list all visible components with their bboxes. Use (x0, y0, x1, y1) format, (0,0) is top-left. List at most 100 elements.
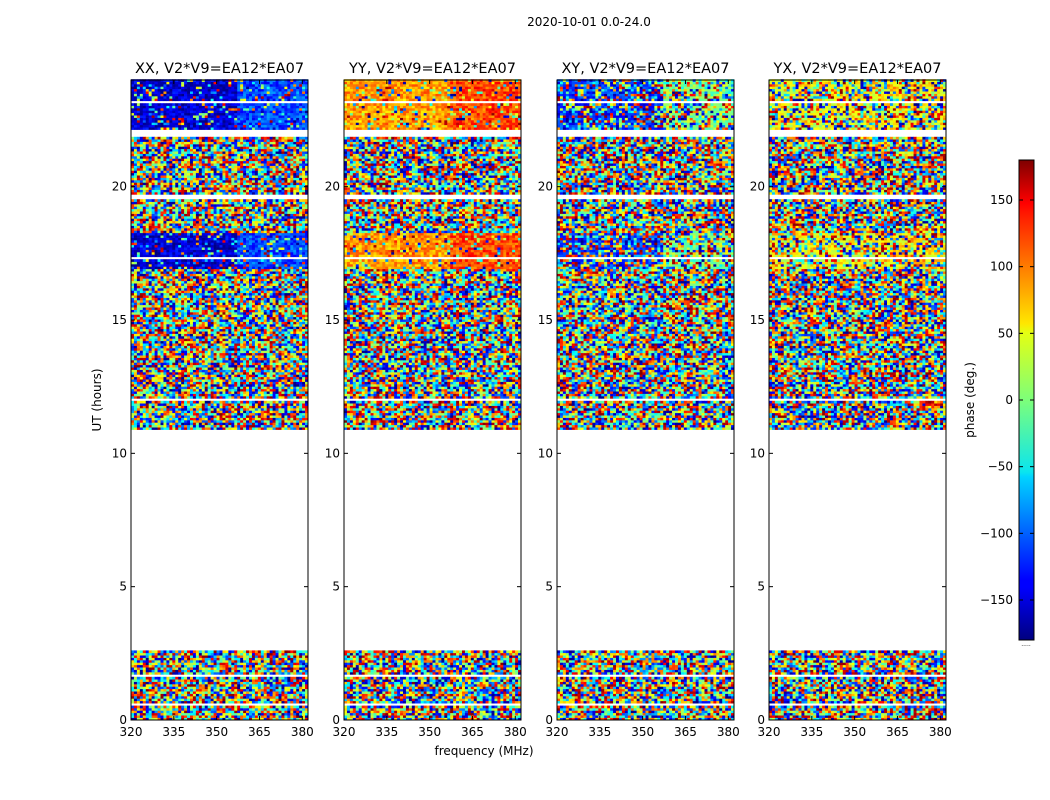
heatmap-cell (281, 420, 284, 423)
heatmap-cell (214, 418, 217, 421)
heatmap-cell (149, 670, 152, 673)
heatmap-cell (222, 389, 225, 392)
heatmap-cell (172, 650, 175, 653)
heatmap-cell (270, 394, 273, 397)
heatmap-cell (261, 379, 264, 382)
heatmap-cell (184, 706, 187, 709)
heatmap-cell (276, 379, 279, 382)
heatmap-cell (293, 686, 296, 689)
heatmap-cell (134, 386, 137, 389)
heatmap-cell (208, 713, 211, 716)
heatmap-cell (255, 682, 258, 685)
heatmap-cell (252, 715, 255, 718)
heatmap-cell (228, 658, 231, 661)
heatmap-cell (258, 691, 261, 694)
heatmap-cell (284, 403, 287, 406)
heatmap-cell (264, 682, 267, 685)
heatmap-cell (243, 670, 246, 673)
heatmap-cell (234, 401, 237, 404)
heatmap-cell (137, 394, 140, 397)
heatmap-cell (172, 713, 175, 716)
heatmap-cell (249, 379, 252, 382)
heatmap-cell (175, 420, 178, 423)
heatmap-cell (267, 379, 270, 382)
heatmap-cell (284, 662, 287, 665)
heatmap-cell (155, 410, 158, 413)
heatmap-cell (214, 374, 217, 377)
heatmap-cell (267, 406, 270, 409)
heatmap-cell (187, 650, 190, 653)
heatmap-cell (152, 715, 155, 718)
heatmap-cell (217, 660, 220, 663)
heatmap-cell (193, 710, 196, 713)
heatmap-cell (270, 679, 273, 682)
heatmap-cell (279, 660, 282, 663)
heatmap-cell (217, 425, 220, 428)
heatmap-cell (276, 415, 279, 418)
heatmap-cell (149, 377, 152, 380)
heatmap-cell (249, 706, 252, 709)
heatmap-cell (299, 679, 302, 682)
heatmap-cell (287, 677, 290, 680)
heatmap-cell (137, 715, 140, 718)
heatmap-cell (296, 394, 299, 397)
heatmap-cell (190, 691, 193, 694)
heatmap-cell (231, 670, 234, 673)
heatmap-cell (270, 682, 273, 685)
heatmap-cell (146, 689, 149, 692)
heatmap-cell (249, 653, 252, 656)
heatmap-cell (264, 418, 267, 421)
heatmap-cell (143, 413, 146, 416)
heatmap-cell (302, 655, 305, 658)
heatmap-cell (140, 382, 143, 385)
heatmap-cell (205, 679, 208, 682)
heatmap-cell (163, 420, 166, 423)
heatmap-cell (302, 391, 305, 394)
heatmap-cell (270, 662, 273, 665)
heatmap-cell (281, 715, 284, 718)
heatmap-cell (276, 706, 279, 709)
heatmap-cell (217, 650, 220, 653)
heatmap-cell (166, 696, 169, 699)
heatmap-cell (190, 384, 193, 387)
heatmap-cell (258, 422, 261, 425)
heatmap-cell (211, 403, 214, 406)
heatmap-cell (220, 708, 223, 711)
heatmap-cell (240, 655, 243, 658)
heatmap-cell (217, 413, 220, 416)
heatmap-cell (240, 710, 243, 713)
heatmap-cell (196, 653, 199, 656)
heatmap-cell (196, 701, 199, 704)
heatmap-cell (178, 415, 181, 418)
heatmap-cell (214, 665, 217, 668)
heatmap-cell (225, 422, 228, 425)
heatmap-cell (222, 422, 225, 425)
heatmap-cell (296, 650, 299, 653)
heatmap-cell (169, 696, 172, 699)
heatmap-cell (155, 379, 158, 382)
heatmap-cell (264, 677, 267, 680)
heatmap-cell (252, 394, 255, 397)
heatmap-cell (205, 382, 208, 385)
heatmap-cell (237, 662, 240, 665)
heatmap-cell (258, 391, 261, 394)
heatmap-cell (237, 425, 240, 428)
heatmap-cell (155, 665, 158, 668)
heatmap-cell (190, 662, 193, 665)
heatmap-cell (231, 667, 234, 670)
heatmap-cell (258, 701, 261, 704)
heatmap-cell (202, 662, 205, 665)
heatmap-cell (302, 386, 305, 389)
heatmap-cell (255, 689, 258, 692)
heatmap-cell (181, 418, 184, 421)
heatmap-cell (299, 394, 302, 397)
heatmap-cell (217, 401, 220, 404)
heatmap-cell (255, 672, 258, 675)
heatmap-cell (184, 682, 187, 685)
heatmap-cell (290, 382, 293, 385)
heatmap-cell (137, 696, 140, 699)
heatmap-cell (279, 708, 282, 711)
heatmap-cell (202, 701, 205, 704)
heatmap-cell (214, 691, 217, 694)
heatmap-cell (222, 662, 225, 665)
